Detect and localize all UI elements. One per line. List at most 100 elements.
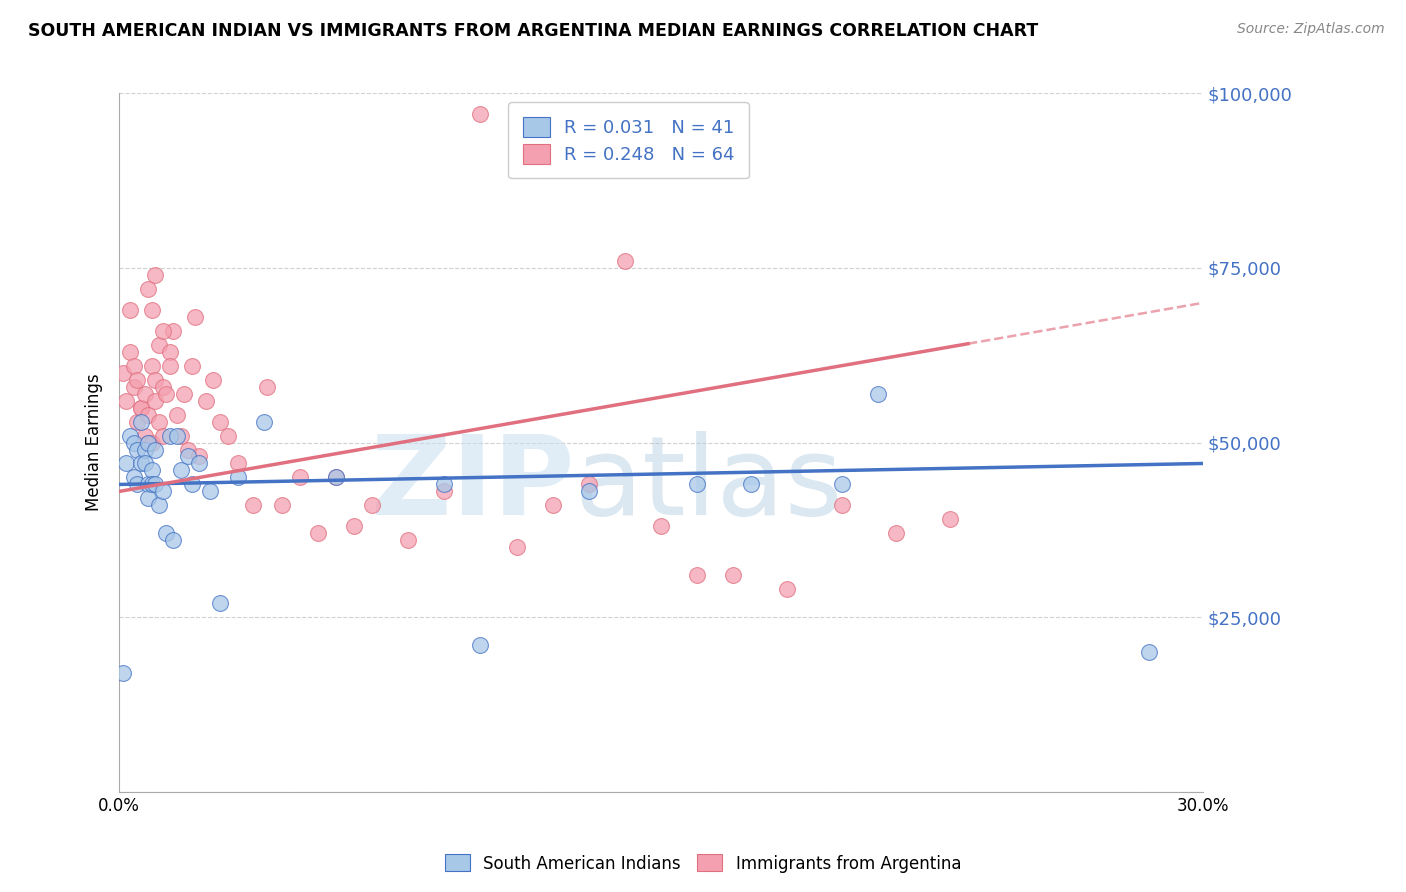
Point (433, 477, 456, 491)
Point (325, 470, 347, 484)
Point (136, 491, 159, 506)
Point (134, 442, 156, 457)
Point (184, 310, 207, 324)
Point (129, 415, 152, 429)
Point (209, 596, 232, 610)
Point (866, 386, 889, 401)
Point (831, 477, 853, 491)
Point (145, 442, 167, 457)
Point (578, 477, 600, 491)
Point (148, 499, 170, 513)
Point (141, 477, 163, 491)
Point (120, 428, 142, 442)
Point (136, 408, 159, 422)
Text: Source: ZipAtlas.com: Source: ZipAtlas.com (1237, 22, 1385, 37)
Y-axis label: Median Earnings: Median Earnings (86, 374, 103, 511)
Point (187, 450, 209, 464)
Point (122, 379, 145, 393)
Point (127, 477, 149, 491)
Point (343, 519, 366, 533)
Point (122, 435, 145, 450)
Point (177, 450, 200, 464)
Point (170, 463, 193, 477)
Point (650, 519, 672, 533)
Point (578, 484, 600, 499)
Point (127, 415, 149, 429)
Point (740, 477, 762, 491)
Point (723, 568, 745, 582)
Point (202, 373, 225, 387)
Point (177, 442, 200, 457)
Point (228, 457, 250, 471)
Point (256, 379, 278, 393)
Legend: R = 0.031   N = 41, R = 0.248   N = 64: R = 0.031 N = 41, R = 0.248 N = 64 (508, 103, 749, 178)
Point (433, 484, 456, 499)
Point (170, 428, 193, 442)
Text: ZIP: ZIP (371, 431, 575, 538)
Point (159, 344, 181, 359)
Point (613, 254, 636, 268)
Point (180, 477, 202, 491)
Point (686, 477, 709, 491)
Point (152, 428, 174, 442)
Point (134, 386, 156, 401)
Point (396, 533, 419, 548)
Point (148, 415, 170, 429)
Text: SOUTH AMERICAN INDIAN VS IMMIGRANTS FROM ARGENTINA MEDIAN EARNINGS CORRELATION C: SOUTH AMERICAN INDIAN VS IMMIGRANTS FROM… (28, 22, 1039, 40)
Point (686, 568, 709, 582)
Point (228, 470, 250, 484)
Point (136, 282, 159, 296)
Point (505, 541, 527, 555)
Point (288, 470, 311, 484)
Point (122, 359, 145, 373)
Point (253, 415, 276, 429)
Point (180, 359, 202, 373)
Point (127, 373, 149, 387)
Point (242, 499, 264, 513)
Point (884, 526, 907, 541)
Point (162, 533, 184, 548)
Point (120, 302, 142, 317)
Point (148, 338, 170, 352)
Point (187, 457, 209, 471)
Point (141, 435, 163, 450)
Point (122, 470, 145, 484)
Point (136, 435, 159, 450)
Point (111, 366, 134, 380)
Point (159, 428, 181, 442)
Point (141, 302, 163, 317)
Point (361, 499, 384, 513)
Point (127, 442, 149, 457)
Point (145, 477, 167, 491)
Point (166, 408, 188, 422)
Point (152, 324, 174, 338)
Point (145, 393, 167, 408)
Point (141, 463, 163, 477)
Point (145, 268, 167, 282)
Legend: South American Indians, Immigrants from Argentina: South American Indians, Immigrants from … (439, 847, 967, 880)
Point (194, 393, 217, 408)
Text: atlas: atlas (575, 431, 842, 538)
Point (152, 379, 174, 393)
Point (159, 359, 181, 373)
Point (166, 428, 188, 442)
Point (155, 526, 177, 541)
Point (145, 373, 167, 387)
Point (115, 457, 138, 471)
Point (541, 499, 564, 513)
Point (162, 324, 184, 338)
Point (939, 512, 962, 526)
Point (129, 401, 152, 415)
Point (134, 428, 156, 442)
Point (129, 401, 152, 415)
Point (134, 457, 156, 471)
Point (152, 484, 174, 499)
Point (129, 457, 152, 471)
Point (217, 428, 239, 442)
Point (173, 386, 195, 401)
Point (325, 470, 347, 484)
Point (470, 638, 492, 652)
Point (141, 359, 163, 373)
Point (470, 107, 492, 121)
Point (136, 435, 159, 450)
